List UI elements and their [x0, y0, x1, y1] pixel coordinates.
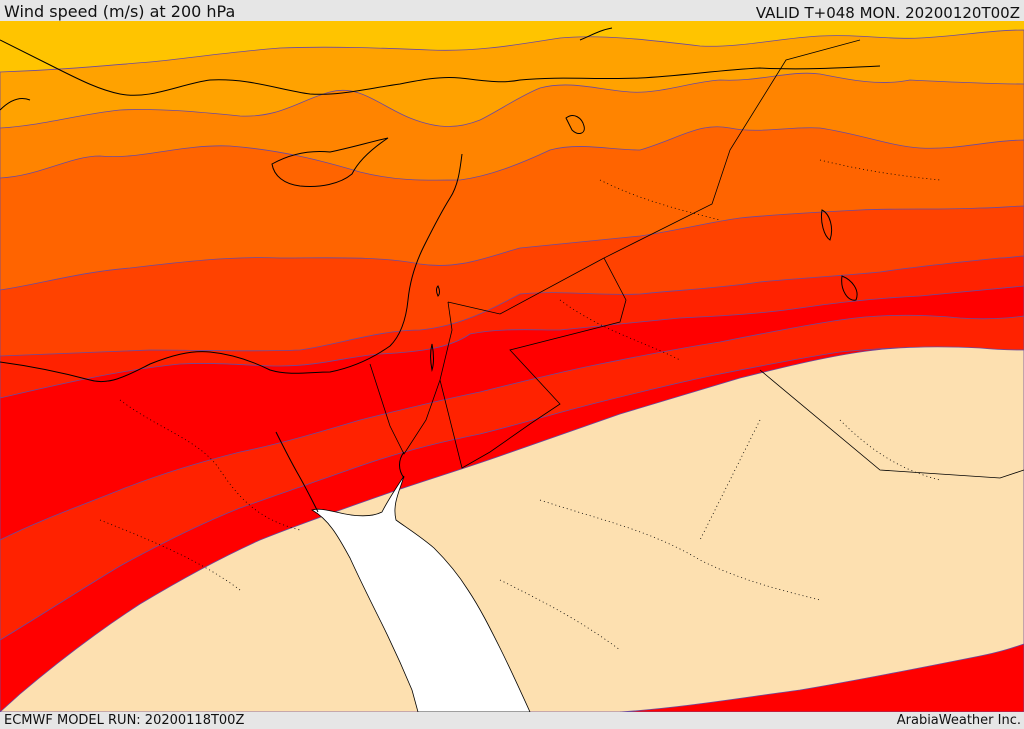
wind-speed-map — [0, 21, 1024, 712]
map-title: Wind speed (m/s) at 200 hPa — [4, 2, 236, 21]
coastline-sinai — [275, 431, 405, 513]
calm-zone — [0, 346, 1024, 712]
border-lines — [369, 39, 1024, 479]
valid-time: VALID T+048 MON. 20200120T00Z — [755, 4, 1020, 22]
province-boundaries — [99, 159, 941, 651]
wind-band-bottom — [619, 643, 1024, 712]
cyprus-island — [271, 137, 389, 187]
lake-assad — [565, 115, 858, 301]
coastline-north — [0, 27, 881, 111]
red-sea — [311, 475, 531, 712]
model-run-label: ECMWF MODEL RUN: 20200118T00Z — [4, 713, 245, 728]
footer-bar: ECMWF MODEL RUN: 20200118T00Z ArabiaWeat… — [0, 712, 1024, 729]
credit-label: ArabiaWeather Inc. — [896, 713, 1021, 728]
coastline-mediterranean — [0, 153, 463, 383]
wind-map-svg — [0, 21, 1024, 712]
header-bar: Wind speed (m/s) at 200 hPa VALID T+048 … — [0, 0, 1024, 22]
dead-sea — [430, 285, 440, 372]
